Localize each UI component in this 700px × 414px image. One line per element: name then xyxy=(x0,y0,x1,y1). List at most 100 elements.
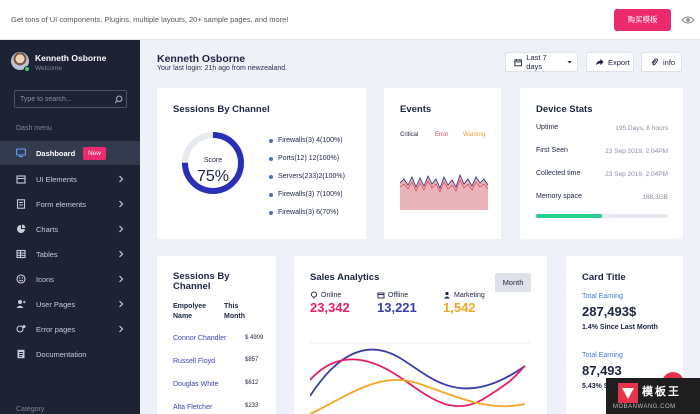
sidebar-item-documentation[interactable]: Documentation xyxy=(0,342,140,366)
sidebar-item-icons[interactable]: Icons xyxy=(0,267,140,291)
date-range-dropdown[interactable]: Last 7 days xyxy=(505,52,578,72)
sales-analytics-title: Sales Analytics xyxy=(310,272,380,283)
events-card xyxy=(384,88,501,239)
search-icon[interactable] xyxy=(114,95,123,104)
eye-icon[interactable] xyxy=(680,12,696,28)
sidebar-item-label: Documentation xyxy=(36,349,87,359)
chevron-right-icon xyxy=(119,325,124,333)
channel-item-label: Ports(12) 12(100%) xyxy=(278,155,340,162)
chevron-right-icon xyxy=(119,225,124,233)
sidebar-user-name: Kenneth Osborne xyxy=(35,53,107,63)
device-stats-card xyxy=(520,88,683,239)
employee-month-value: $ 4909 xyxy=(245,335,264,341)
bullet-dot xyxy=(269,156,273,161)
metric-online-value: 23,342 xyxy=(310,300,350,315)
caret-down-icon xyxy=(567,61,572,64)
channel-item: Servers(233)2(100%) xyxy=(269,173,345,180)
store-icon xyxy=(377,292,385,299)
export-button[interactable]: Export xyxy=(586,52,634,72)
total-earning-value: 287,493$ xyxy=(582,304,637,319)
events-line-critical xyxy=(400,173,488,190)
employee-name-link[interactable]: Russell Floyd xyxy=(173,358,216,365)
info-label: info xyxy=(663,57,676,67)
channel-item: Firewalls(3) 4(100%) xyxy=(269,137,343,144)
total-earning-label: Total Earning xyxy=(582,352,623,359)
sessions-channel-card xyxy=(157,88,366,239)
employee-name-link[interactable]: Connor Chandler xyxy=(173,335,227,342)
memory-progress-fill xyxy=(536,214,602,218)
metric-online-text: Online xyxy=(321,291,342,299)
sidebar-item-tables[interactable]: Tables xyxy=(0,242,140,266)
employee-name-link[interactable]: Alta Fletcher xyxy=(173,404,213,411)
legend-critical: Critical xyxy=(400,132,419,138)
page-title: Kenneth Osborne xyxy=(157,53,246,65)
sidebar-item-label: User Pages xyxy=(36,299,76,309)
month-button[interactable]: Month xyxy=(495,273,531,292)
monitor-icon xyxy=(16,148,26,158)
chevron-right-icon xyxy=(119,275,124,283)
since-last-month-text: 1.4% Since Last Month xyxy=(582,324,658,331)
table-icon xyxy=(16,249,26,259)
sidebar-user-status: Welcome xyxy=(35,65,62,72)
stat-label-memory: Memory space xyxy=(536,193,582,200)
channel-item-label: Firewalls(3) 7(100%) xyxy=(278,191,343,198)
sidebar-section-label: Category xyxy=(16,406,45,413)
legend-warning: Warning xyxy=(463,132,486,138)
share-icon xyxy=(595,58,604,65)
sales-line-marketing xyxy=(310,379,526,414)
channel-item: Ports(12) 12(100%) xyxy=(269,155,339,162)
metric-offline-value: 13,221 xyxy=(377,300,417,315)
total-earning-value: 87,493 xyxy=(582,363,622,378)
calendar-icon xyxy=(514,58,522,66)
paperclip-icon xyxy=(651,57,658,65)
sessions-channel-title: Sessions By Channel xyxy=(173,104,270,115)
error-icon xyxy=(16,325,26,333)
score-donut-chart xyxy=(182,132,244,194)
globe-icon xyxy=(310,291,318,299)
employee-name-link[interactable]: Douglas White xyxy=(173,381,219,388)
new-badge: New xyxy=(83,147,106,160)
sidebar-search-input[interactable] xyxy=(14,90,127,108)
channel-item-label: Firewalls(3) 4(100%) xyxy=(278,137,343,144)
stat-label-collected-time: Collected time xyxy=(536,170,581,177)
sidebar-item-error-pages[interactable]: Error pages xyxy=(0,317,140,341)
sidebar: Kenneth Osborne Welcome Dash menu Dashbo… xyxy=(0,40,140,414)
bullet-dot xyxy=(269,192,273,197)
sidebar-item-dashboard[interactable]: Dashboard New xyxy=(0,141,140,165)
sessions-table-title: Sessions By Channel xyxy=(173,271,230,292)
chevron-right-icon xyxy=(119,200,124,208)
sales-line-chart xyxy=(310,342,530,414)
stat-value-collected-time: 23 Sep 2019, 2.04PM xyxy=(605,171,668,178)
sidebar-section-label: Dash menu xyxy=(16,125,52,132)
employee-month-value: $857 xyxy=(245,357,259,363)
form-icon xyxy=(16,199,26,209)
sidebar-item-user-pages[interactable]: User Pages xyxy=(0,292,140,316)
score-label: Score xyxy=(203,157,223,164)
date-range-label: Last 7 days xyxy=(526,53,547,71)
buy-template-button[interactable]: 购买模板 xyxy=(614,9,671,31)
score-value: 75% xyxy=(196,168,230,185)
sidebar-item-charts[interactable]: Charts xyxy=(0,217,140,241)
stat-label-uptime: Uptime xyxy=(536,124,559,131)
employee-month-value: $233 xyxy=(245,403,259,409)
last-login-text: Your last login: 21h ago from newzealand… xyxy=(157,65,288,72)
column-header-month: This Month xyxy=(224,303,245,320)
sidebar-item-form-elements[interactable]: Form elements xyxy=(0,192,140,216)
sessions-table-card xyxy=(157,256,276,414)
sidebar-item-ui-elements[interactable]: UI Elements xyxy=(0,167,140,191)
watermark-logo-icon xyxy=(618,383,638,403)
info-button[interactable]: info xyxy=(641,52,682,72)
events-area-error xyxy=(400,175,488,210)
watermark-text: 模板王 xyxy=(642,386,681,398)
device-stats-title: Device Stats xyxy=(536,104,593,115)
sidebar-item-label: Dashboard xyxy=(36,148,76,158)
bullet-dot xyxy=(269,174,273,179)
memory-progress-bar xyxy=(536,214,668,218)
stat-value-memory: 168.3GB xyxy=(642,194,668,201)
avatar[interactable] xyxy=(11,52,29,70)
stat-value-uptime: 195 Days, 8 hours xyxy=(615,125,668,132)
channel-item: Firewalls(3) 7(100%) xyxy=(269,191,343,198)
box-icon xyxy=(16,175,26,184)
promo-text: Get tons of UI components, Plugins, mult… xyxy=(11,15,289,24)
sidebar-item-label: Form elements xyxy=(36,199,87,209)
